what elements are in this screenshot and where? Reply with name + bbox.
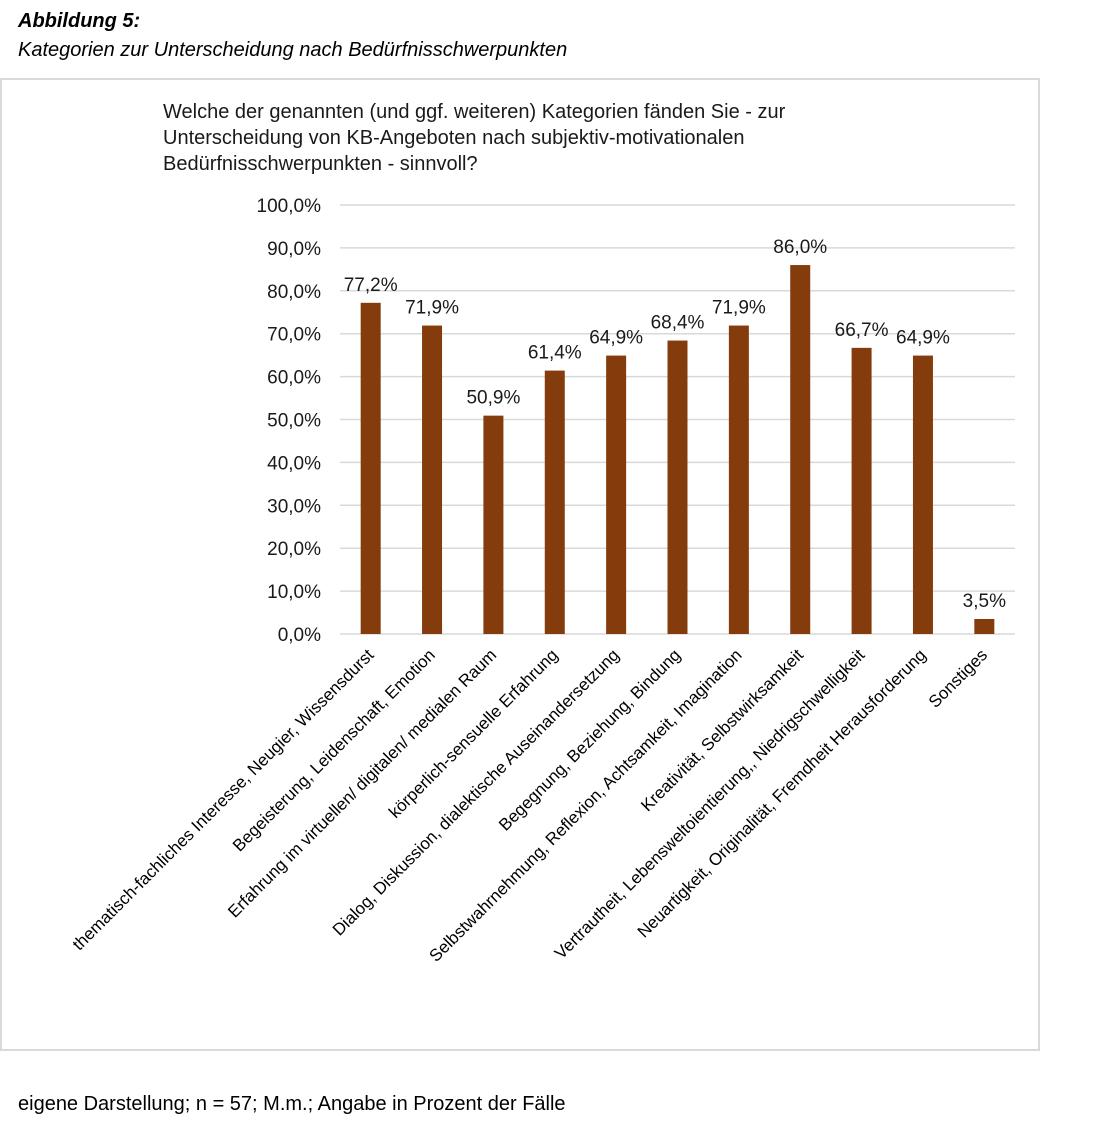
chart-title-line-2: Unterscheidung von KB-Angeboten nach sub… bbox=[163, 127, 745, 149]
source-note: eigene Darstellung; n = 57; M.m.; Angabe… bbox=[18, 1093, 566, 1115]
data-label: 71,9% bbox=[405, 298, 459, 319]
data-label: 61,4% bbox=[528, 343, 582, 364]
data-label: 64,9% bbox=[589, 328, 643, 349]
data-label: 50,9% bbox=[466, 388, 520, 409]
x-tick-label: Dialog, Diskussion, dialektische Auseina… bbox=[329, 645, 623, 939]
bar bbox=[667, 340, 688, 634]
data-label: 64,9% bbox=[896, 328, 950, 349]
bar bbox=[422, 325, 443, 634]
data-label: 86,0% bbox=[773, 237, 827, 258]
data-label: 3,5% bbox=[963, 591, 1006, 612]
chart-title-line-1: Welche der genannten (und ggf. weiteren)… bbox=[163, 101, 786, 123]
x-axis-labels: thematisch-fachliches Interesse, Neugier… bbox=[69, 645, 991, 965]
x-tick-label: Erfahrung im virtuellen/ digitalen/ medi… bbox=[224, 645, 500, 921]
y-tick-label: 0,0% bbox=[278, 625, 321, 646]
y-tick-label: 20,0% bbox=[267, 539, 321, 560]
x-tick-label: Sonstiges bbox=[925, 645, 991, 711]
chart-title: Welche der genannten (und ggf. weiteren)… bbox=[163, 99, 983, 177]
y-tick-label: 70,0% bbox=[267, 325, 321, 346]
figure-caption: Kategorien zur Unterscheidung nach Bedür… bbox=[18, 39, 568, 61]
data-label: 77,2% bbox=[344, 275, 398, 296]
y-tick-label: 100,0% bbox=[257, 196, 322, 217]
y-tick-label: 50,0% bbox=[267, 411, 321, 432]
bars bbox=[360, 265, 995, 634]
bar bbox=[974, 618, 995, 634]
bar bbox=[606, 355, 627, 634]
data-labels: 77,2% 71,9% 50,9% 61,4% 64,9% 68,4% 71,9% 86,0%… bbox=[344, 237, 1006, 612]
data-label: 66,7% bbox=[835, 320, 889, 341]
y-axis-ticks: 0,0% 10,0% 20,0% 30,0% 40,0% 50,0% 60,0% 70,0% 8… bbox=[257, 196, 322, 646]
y-tick-label: 40,0% bbox=[267, 453, 321, 474]
y-tick-label: 80,0% bbox=[267, 282, 321, 303]
y-tick-label: 30,0% bbox=[267, 496, 321, 517]
bar bbox=[790, 265, 811, 634]
bar bbox=[360, 302, 381, 634]
x-tick-label: Neuartigkeit, Originalität, Fremdheit He… bbox=[634, 645, 930, 941]
bar bbox=[728, 325, 749, 634]
figure-label: Abbildung 5: bbox=[18, 10, 141, 32]
bar bbox=[483, 415, 504, 634]
chart-title-line-3: Bedürfnisschwerpunkten - sinnvoll? bbox=[163, 153, 478, 175]
bar bbox=[912, 355, 933, 634]
data-label: 71,9% bbox=[712, 298, 766, 319]
chart-frame bbox=[0, 78, 1040, 1051]
y-tick-label: 90,0% bbox=[267, 239, 321, 260]
bar bbox=[544, 370, 565, 634]
data-label: 68,4% bbox=[651, 313, 705, 334]
y-tick-label: 10,0% bbox=[267, 582, 321, 603]
y-tick-label: 60,0% bbox=[267, 368, 321, 389]
bar bbox=[851, 347, 872, 634]
